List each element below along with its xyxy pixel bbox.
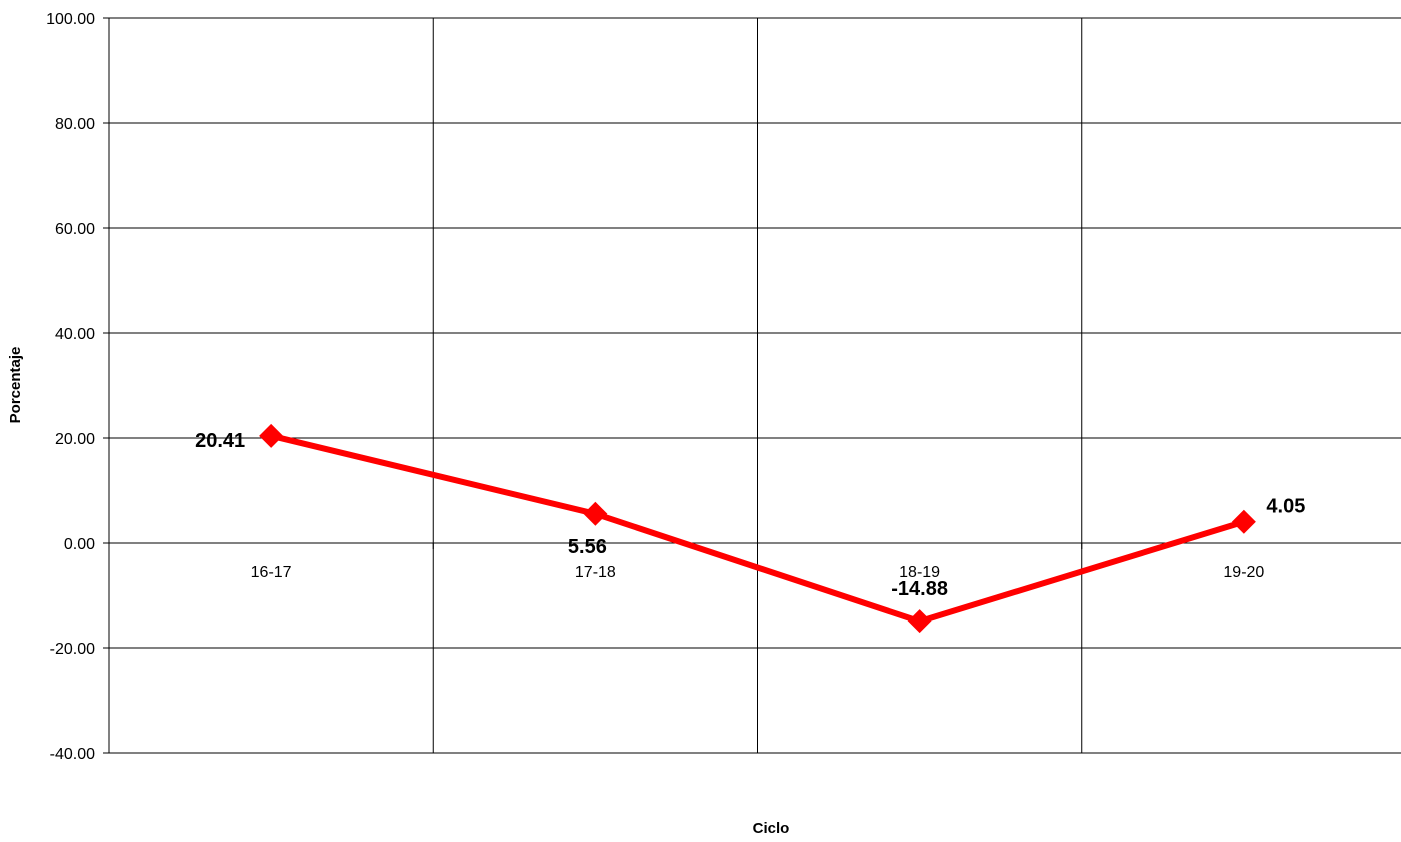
data-point-marker [583,501,608,526]
data-point-marker [1231,509,1256,534]
y-tick-label: 20.00 [55,431,95,448]
y-axis-ticks: 100.00 80.00 60.00 40.00 20.00 0.00 -20.00 -40.… [46,11,109,763]
series-line [270,432,1245,625]
data-label: 5.56 [568,536,607,558]
series-group [259,423,1256,634]
data-point-marker [259,423,284,448]
y-tick-label: 80.00 [55,116,95,133]
y-axis-title: Porcentaje [7,347,24,424]
y-tick-label: -20.00 [50,641,95,658]
x-axis-title: Ciclo [753,820,790,837]
y-tick-label: 100.00 [46,11,95,28]
gridlines [108,17,1401,754]
data-label: 4.05 [1266,496,1305,518]
y-tick-label: -40.00 [50,746,95,763]
data-labels: 20.41 5.56 -14.88 4.05 [195,430,1305,600]
y-tick-label: 40.00 [55,326,95,343]
y-tick-label: 60.00 [55,221,95,238]
x-tick-label: 17-18 [575,564,616,581]
x-tick-label: 18-19 [899,564,940,581]
x-axis-ticks: 16-17 17-18 18-19 19-20 [108,543,1264,581]
data-point-marker [907,609,932,634]
data-label: -14.88 [891,578,948,600]
y-tick-label: 0.00 [64,536,95,553]
x-tick-label: 16-17 [251,564,292,581]
data-label: 20.41 [195,430,245,452]
x-tick-label: 19-20 [1223,564,1264,581]
